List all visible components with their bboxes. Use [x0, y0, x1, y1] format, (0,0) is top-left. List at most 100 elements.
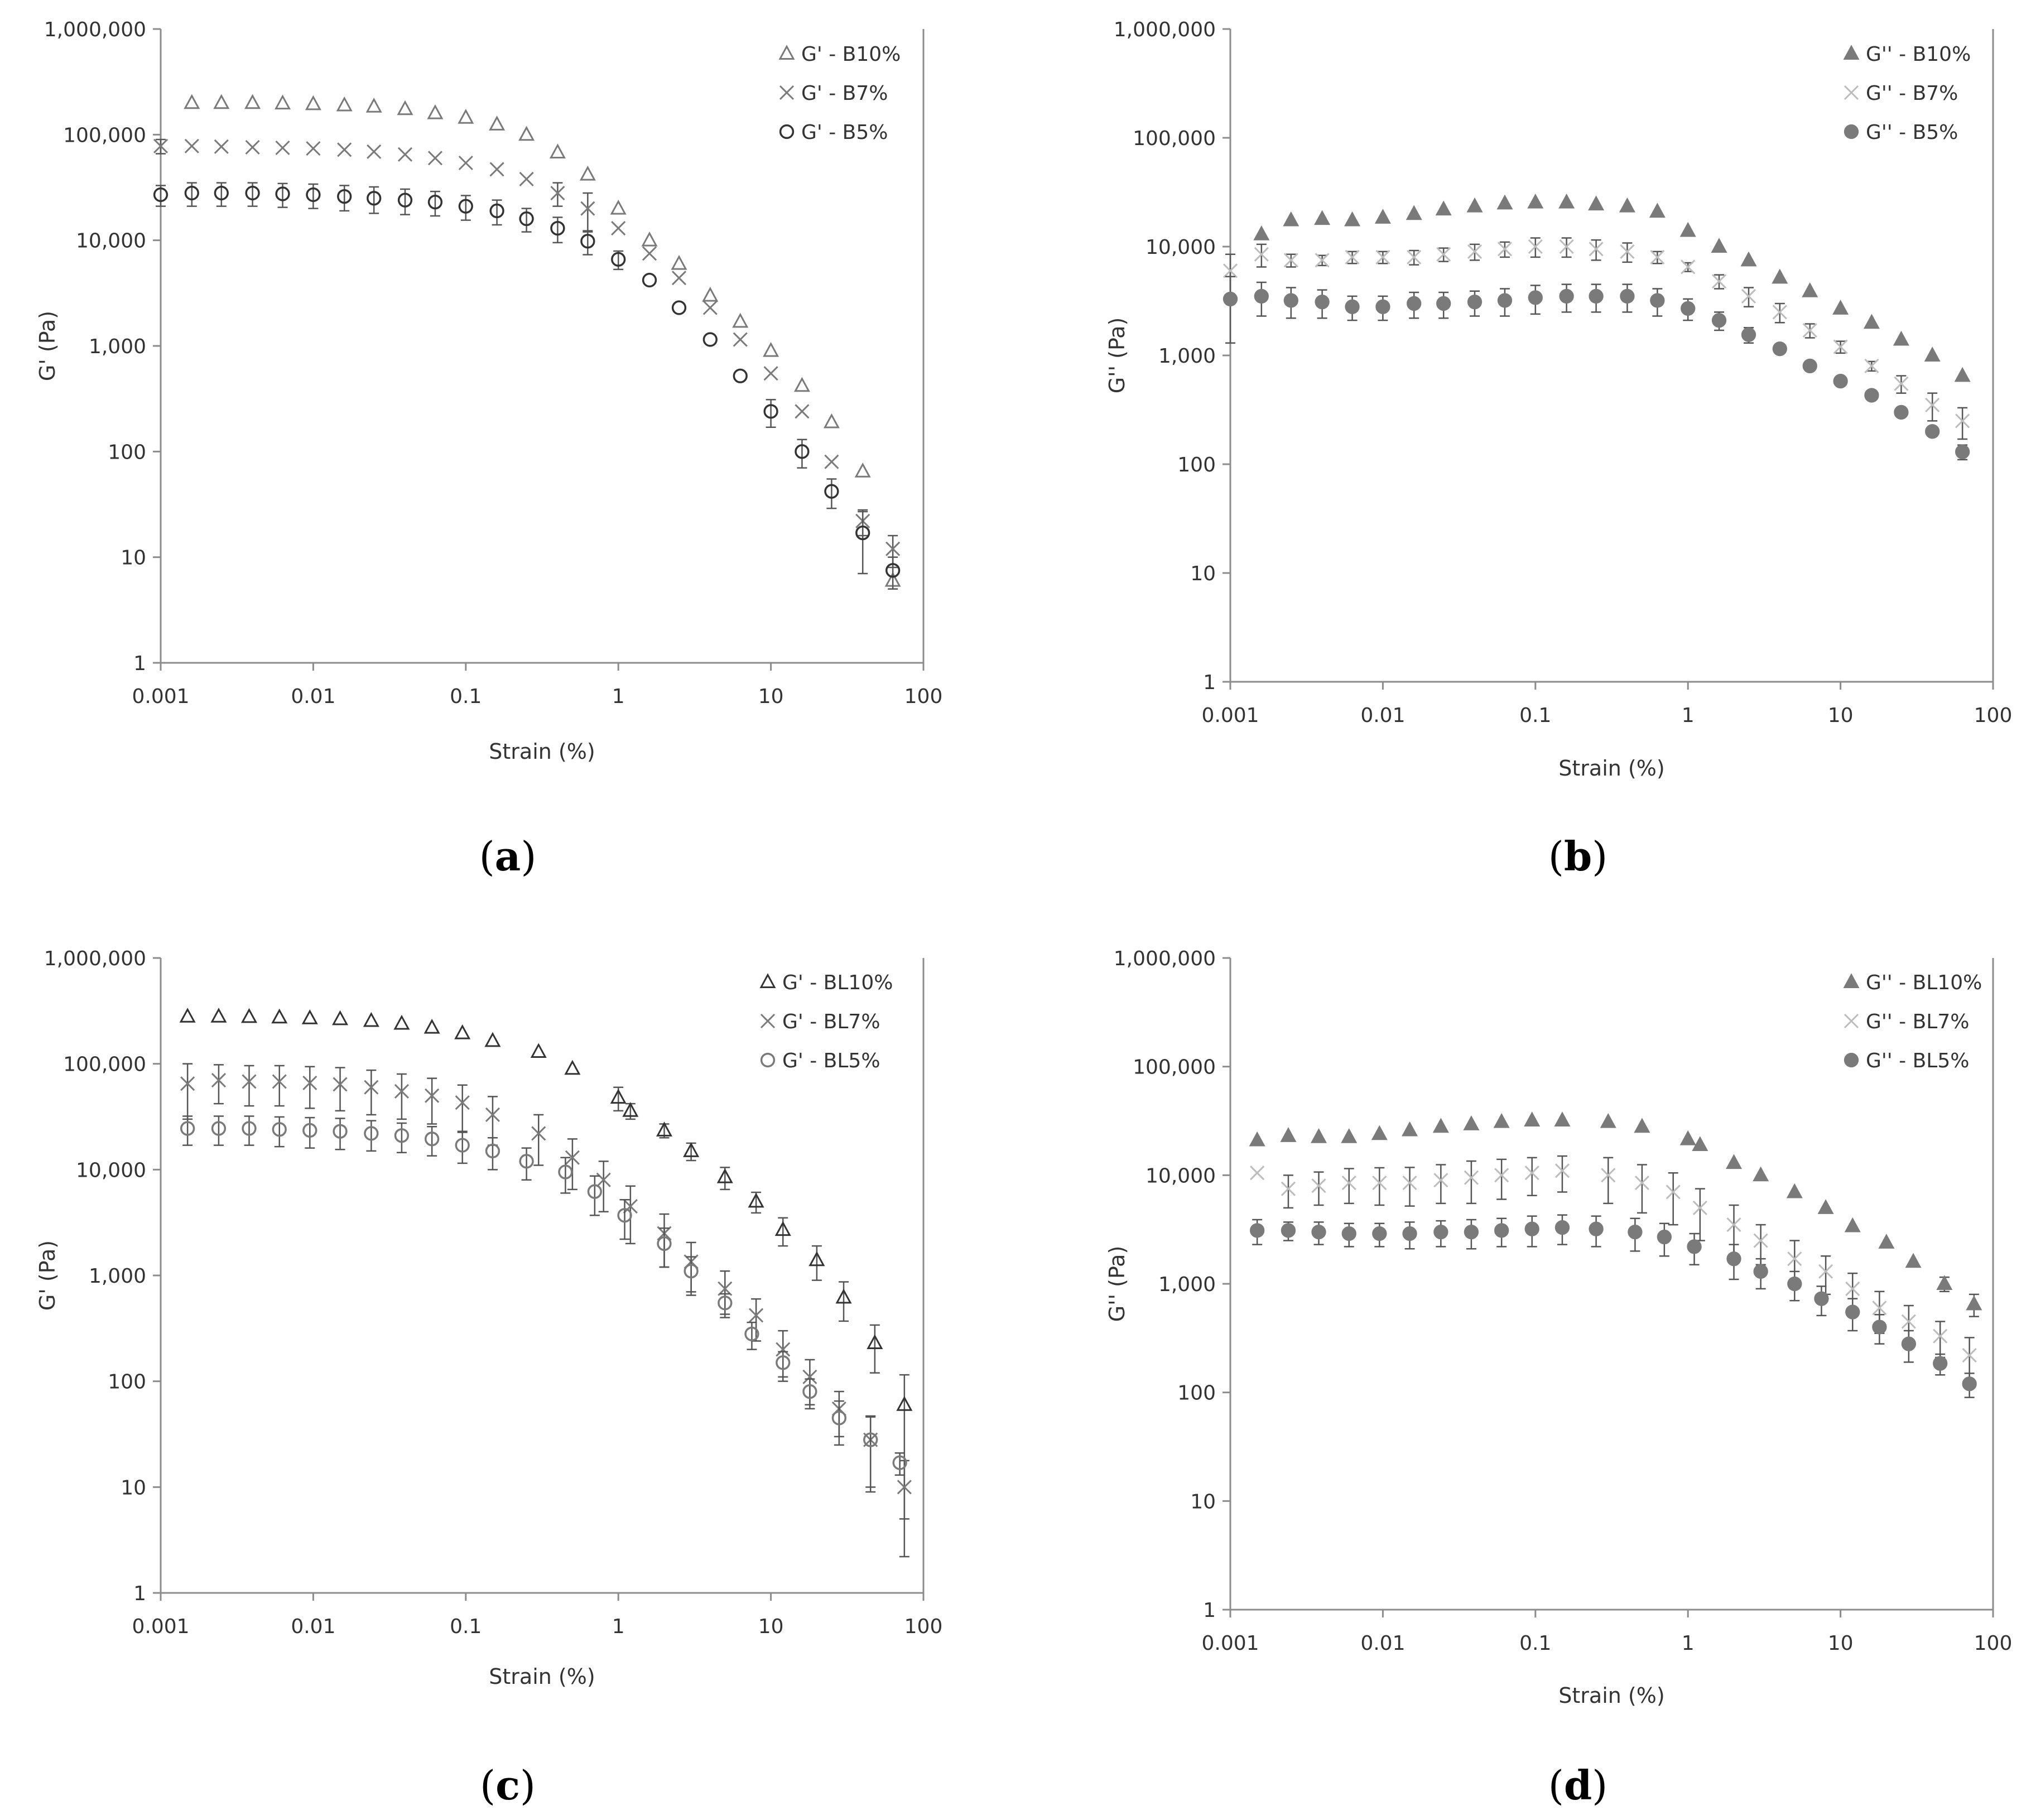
- data-point: [1634, 1118, 1650, 1133]
- data-point: [885, 563, 901, 578]
- data-point: [1833, 339, 1848, 354]
- data-point: [1402, 1226, 1417, 1241]
- data-point: [1345, 299, 1360, 314]
- data-point: [1711, 238, 1727, 253]
- data-point: [1554, 1111, 1571, 1126]
- data-point: [214, 185, 229, 201]
- data-point: [1406, 205, 1422, 220]
- legend-label: G'' - B7%: [1866, 82, 1958, 105]
- data-point: [489, 162, 504, 177]
- data-point: [657, 1236, 672, 1251]
- error-bar: [213, 1115, 224, 1146]
- data-point: [1901, 1314, 1916, 1329]
- data-point: [1711, 274, 1727, 289]
- error-bar: [1927, 392, 1938, 422]
- data-point: [1936, 1275, 1953, 1290]
- data-point: [1893, 330, 1909, 346]
- data-point: [179, 1008, 196, 1023]
- data-point: [393, 1014, 410, 1030]
- y-tick-label: 10: [1190, 562, 1216, 585]
- data-point: [427, 195, 443, 210]
- y-tick-label: 100: [108, 441, 146, 464]
- x-tick-label: 10: [758, 685, 784, 708]
- error-bar: [899, 1460, 909, 1558]
- legend-label: G' - BL7%: [782, 1010, 880, 1033]
- error-bar: [369, 186, 379, 214]
- data-point: [1726, 1217, 1741, 1232]
- data-point: [1962, 1376, 1977, 1392]
- legend-marker: [1844, 85, 1859, 100]
- legend-label: G' - B5%: [801, 121, 888, 144]
- error-bar: [366, 1120, 377, 1152]
- data-point: [1589, 288, 1604, 304]
- data-point: [1872, 1320, 1887, 1335]
- data-point: [302, 1123, 317, 1138]
- data-point: [518, 126, 535, 141]
- data-point: [580, 201, 595, 216]
- y-axis-title: G' (Pa): [35, 1240, 60, 1311]
- data-point: [1650, 293, 1665, 308]
- x-tick-label: 0.001: [132, 1615, 189, 1638]
- data-point: [458, 199, 473, 214]
- error-bar: [805, 1378, 815, 1410]
- data-point: [1726, 1251, 1741, 1267]
- legend-marker: [1844, 124, 1859, 139]
- data-point: [863, 1432, 878, 1447]
- error-bar: [797, 439, 807, 469]
- x-tick-label: 10: [758, 1615, 784, 1638]
- data-point: [1620, 244, 1635, 259]
- data-point: [1657, 1229, 1672, 1245]
- error-bar: [589, 1175, 600, 1216]
- data-point: [702, 300, 718, 315]
- error-bar: [487, 1137, 498, 1171]
- panel-a: 1 10 100 1,000 10,000 100,000 1,000,000 0.001 0.…: [35, 18, 942, 764]
- data-point: [1711, 313, 1727, 328]
- data-point: [763, 404, 778, 419]
- series-2: [1250, 1155, 1977, 1385]
- data-point: [1554, 1220, 1570, 1235]
- data-point: [1924, 346, 1941, 362]
- data-point: [1372, 1226, 1387, 1241]
- data-point: [531, 1126, 546, 1141]
- data-point: [683, 1142, 700, 1157]
- data-point: [808, 1251, 825, 1267]
- y-tick-label: 100,000: [1133, 1056, 1216, 1079]
- data-point: [1341, 1128, 1358, 1143]
- series-1: [1253, 193, 1971, 382]
- data-point: [1802, 358, 1817, 374]
- series-2: [1223, 237, 1970, 440]
- y-tick-label: 10,000: [76, 230, 146, 253]
- error-bar: [1527, 1157, 1537, 1197]
- data-point: [1925, 424, 1940, 439]
- data-point: [1497, 293, 1513, 308]
- error-bar: [1695, 1188, 1705, 1241]
- data-point: [1527, 193, 1544, 209]
- error-bar: [766, 399, 776, 428]
- data-point: [1494, 1168, 1509, 1183]
- data-point: [1628, 1224, 1643, 1240]
- legend-label: G'' - BL10%: [1866, 971, 1982, 994]
- y-tick-label: 1: [1203, 1599, 1216, 1622]
- error-bar: [811, 1245, 822, 1281]
- data-point: [1844, 1217, 1861, 1232]
- data-point: [776, 1355, 791, 1370]
- error-bar: [335, 1067, 345, 1112]
- data-point: [1283, 293, 1298, 308]
- data-point: [1341, 1176, 1356, 1191]
- data-point: [1619, 197, 1635, 213]
- x-tick-label: 0.01: [1360, 704, 1405, 727]
- y-tick-label: 10,000: [1146, 1164, 1216, 1187]
- data-point: [153, 187, 169, 203]
- error-bar: [457, 1084, 468, 1132]
- x-tick-label: 100: [1974, 704, 2013, 727]
- data-point: [271, 1008, 288, 1024]
- data-point: [1433, 1173, 1448, 1188]
- data-point: [367, 144, 382, 159]
- data-point: [671, 254, 687, 270]
- x-tick-label: 0.01: [291, 685, 335, 708]
- data-point: [302, 1075, 317, 1090]
- data-point: [306, 141, 321, 156]
- error-bar: [598, 1161, 609, 1213]
- data-point: [332, 1010, 349, 1025]
